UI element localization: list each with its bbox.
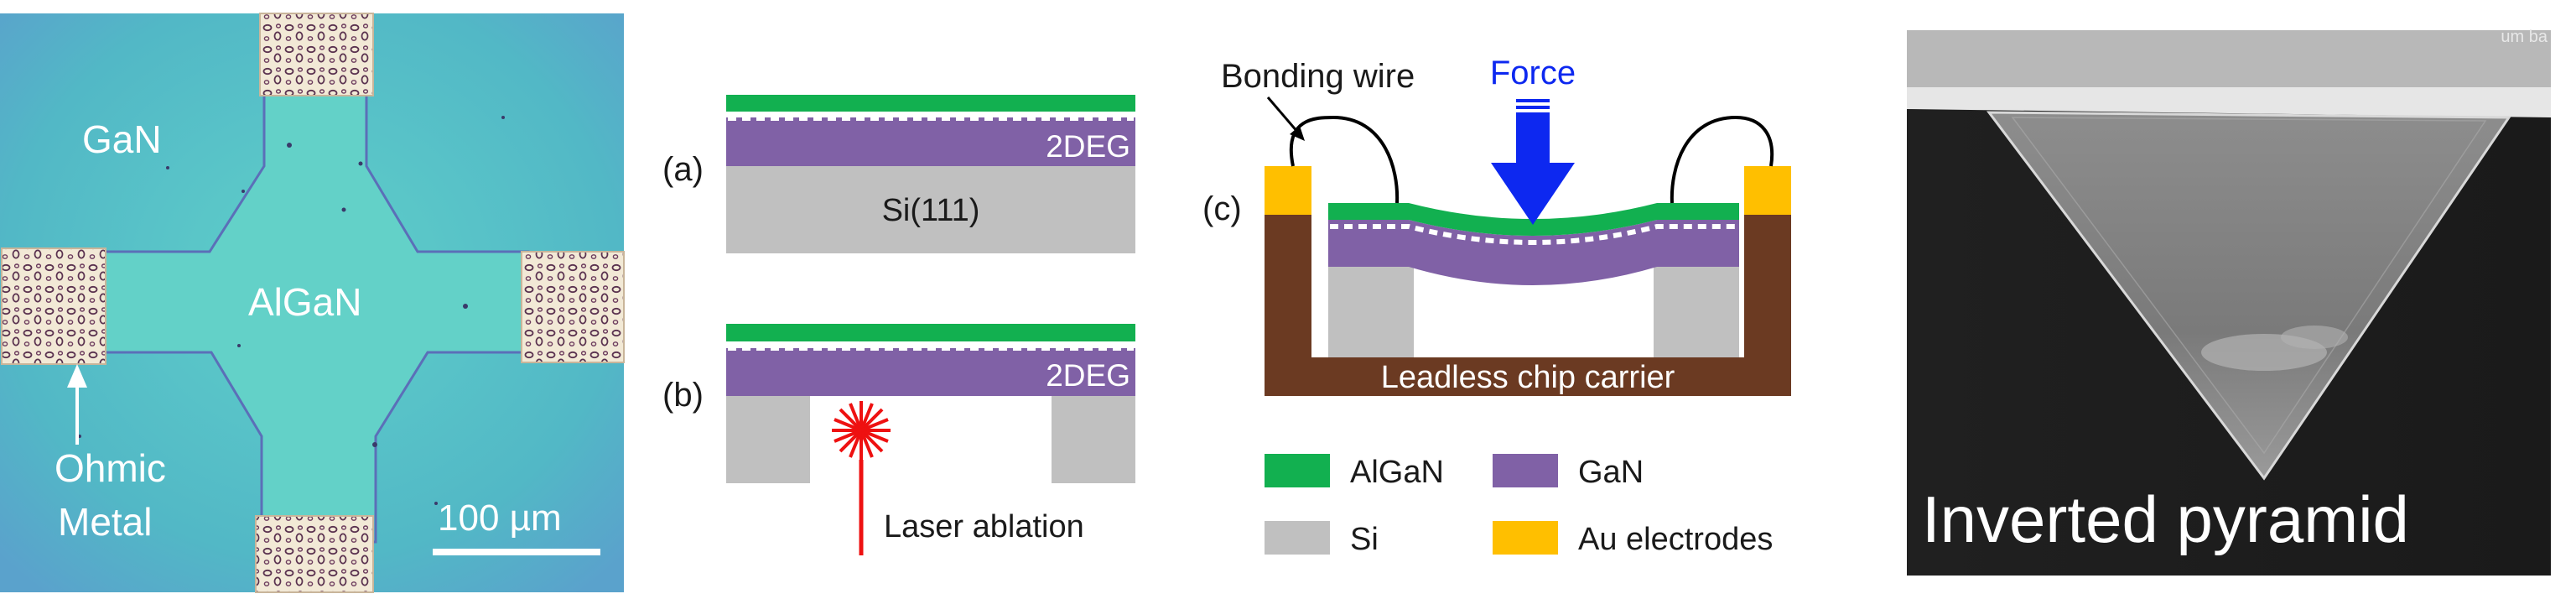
sem-surface-edge xyxy=(1907,87,2551,117)
algan-layer-a xyxy=(726,95,1135,112)
gan-label: GaN xyxy=(82,117,162,161)
2deg-label-a: 2DEG xyxy=(1046,129,1130,164)
ohmic-pad-top xyxy=(259,13,374,96)
au-electrode-left xyxy=(1265,166,1311,215)
legend-item-au: Au electrodes xyxy=(1493,521,1773,557)
panel-b-label: (b) xyxy=(662,377,704,414)
laser-ablation-label: Laser ablation xyxy=(884,509,1084,544)
scale-bar-label: 100 µm xyxy=(438,497,562,539)
cross-section-a: (a) 2DEG Si(111) xyxy=(662,95,1135,253)
algan-cross-mesa xyxy=(99,91,530,544)
ohmic-pad-right xyxy=(521,251,625,363)
si-support-right-c xyxy=(1654,267,1739,357)
2deg-line-c xyxy=(1330,224,1737,245)
si-support-left-c xyxy=(1328,267,1414,357)
si-substrate-a xyxy=(726,166,1135,253)
si-pillar-left-b xyxy=(726,396,810,483)
panel-a-label: (a) xyxy=(662,151,704,188)
cross-section-b: (b) 2DEG Laser ablation xyxy=(662,324,1135,555)
legend-item-gan: GaN xyxy=(1493,454,1644,490)
legend-item-algan: AlGaN xyxy=(1265,454,1444,490)
pyramid-inner-edge xyxy=(2011,117,2487,455)
force-arrow-icon xyxy=(1491,99,1575,225)
legend: AlGaN GaN Si Au electrodes xyxy=(1265,454,1773,557)
legend-swatch-si xyxy=(1265,521,1330,555)
sem-corner-text: um ba xyxy=(2501,28,2547,46)
2deg-label-b: 2DEG xyxy=(1046,358,1130,393)
ohmic-label-line2: Metal xyxy=(58,500,152,544)
ohmic-label-line1: Ohmic xyxy=(55,446,166,490)
ohmic-pad-bottom xyxy=(255,515,374,593)
legend-swatch-gan xyxy=(1493,454,1558,487)
gan-membrane-c xyxy=(1328,220,1739,285)
pyramid-texture-2 xyxy=(2281,326,2348,349)
legend-label-algan: AlGaN xyxy=(1350,455,1444,490)
si111-label: Si(111) xyxy=(882,193,980,228)
bonding-wire-right xyxy=(1670,115,1774,204)
gan-layer-a xyxy=(726,117,1135,166)
sem-panel: um ba Inverted pyramid xyxy=(1907,28,2551,576)
legend-swatch-au xyxy=(1493,521,1558,555)
chip-carrier-label: Leadless chip carrier xyxy=(1381,360,1675,395)
panel-c-label: (c) xyxy=(1202,190,1242,227)
ohmic-arrow xyxy=(67,364,87,445)
ohmic-pad-left xyxy=(1,247,106,365)
inverted-pyramid xyxy=(1986,111,2511,481)
algan-layer-b xyxy=(726,324,1135,341)
legend-label-au: Au electrodes xyxy=(1578,522,1773,557)
legend-swatch-algan xyxy=(1265,454,1330,487)
scale-bar xyxy=(433,549,600,555)
micrograph-panel: GaN AlGaN Ohmic Metal 100 µm xyxy=(0,13,625,593)
algan-label: AlGaN xyxy=(248,280,361,324)
legend-label-si: Si xyxy=(1350,522,1379,557)
legend-label-gan: GaN xyxy=(1578,455,1644,490)
au-electrode-right xyxy=(1744,166,1791,215)
leadless-chip-carrier xyxy=(1265,215,1791,396)
force-label: Force xyxy=(1490,55,1576,91)
si-pillar-right-b xyxy=(1052,396,1135,483)
inverted-pyramid-label: Inverted pyramid xyxy=(1922,482,2409,556)
bonding-wire-label: Bonding wire xyxy=(1221,58,1415,95)
package-panel-c: (c) Bonding wire Force Leadless chip car… xyxy=(1202,55,1791,396)
legend-item-si: Si xyxy=(1265,521,1379,557)
laser-icon xyxy=(832,401,891,555)
bonding-wire-arrow xyxy=(1266,96,1305,141)
gan-layer-b xyxy=(726,348,1135,396)
